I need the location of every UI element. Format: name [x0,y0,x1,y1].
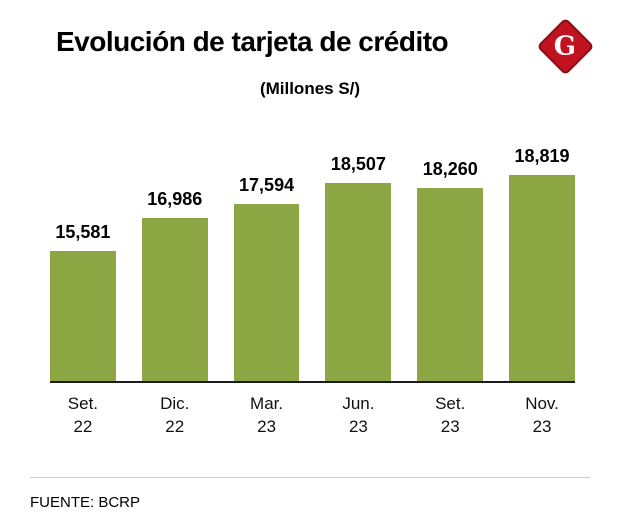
x-axis-label-line: 22 [165,416,185,436]
x-axis-label-line: Nov. [525,394,559,413]
x-axis-label-line: 22 [73,416,93,436]
bar-value-label: 17,594 [239,175,295,195]
bar-value-label: 16,986 [147,189,203,209]
page-title: Evolución de tarjeta de crédito [56,26,449,57]
header: Evolución de tarjeta de crédito G [0,0,620,76]
gestion-logo-icon: G [536,17,595,76]
bar [509,175,575,381]
x-axis-label-line: 23 [532,416,552,436]
bar-column: 18,507 [325,154,392,381]
x-axis-label-line: Dic. [160,394,190,413]
bar-column: 15,581 [50,222,116,381]
bar-chart: 15,581 16,986 17,594 18,507 18,260 18,819 [50,133,575,383]
bar-column: 17,594 [233,175,300,381]
bar-column: 18,819 [509,146,575,381]
bar [233,204,300,381]
bar [417,188,484,381]
chart-subtitle: (Millones S/) [259,79,361,98]
x-axis-label: Set. 23 [417,393,483,439]
bar-value-label: 18,507 [330,154,386,174]
x-axis-label-line: Set. [435,394,466,413]
chart-area: 15,581 16,986 17,594 18,507 18,260 18,819 Set… [50,133,575,439]
x-axis-label: Mar. 23 [234,393,300,439]
bar-value-label: 18,260 [422,159,478,179]
bar-value-label: 15,581 [55,222,111,242]
x-axis-label-line: Mar. [250,394,284,413]
bar [141,218,208,381]
x-axis-label-line: Set. [67,394,99,413]
x-axis-label-line: 23 [348,416,368,436]
bar-value-label: 18,819 [514,146,570,166]
x-axis-labels: Set. 22 Dic. 22 Mar. 23 Jun. 23 Set. 23 Nov. 23 [50,393,575,439]
bar-column: 18,260 [417,159,484,381]
x-axis-label-line: Jun. [342,394,375,413]
x-axis-label-line: 23 [440,416,460,436]
bar-column: 16,986 [141,189,208,381]
x-axis-label: Jun. 23 [325,393,391,439]
source-text: FUENTE: BCRP [30,494,141,511]
footer: FUENTE: BCRP [30,477,590,511]
x-axis-label: Nov. 23 [509,393,575,439]
bar [325,183,392,381]
bar [50,251,116,381]
x-axis-label: Set. 22 [50,393,116,439]
x-axis-label: Dic. 22 [142,393,208,439]
x-axis-label-line: 23 [257,416,277,436]
logo-letter: G [554,31,577,62]
